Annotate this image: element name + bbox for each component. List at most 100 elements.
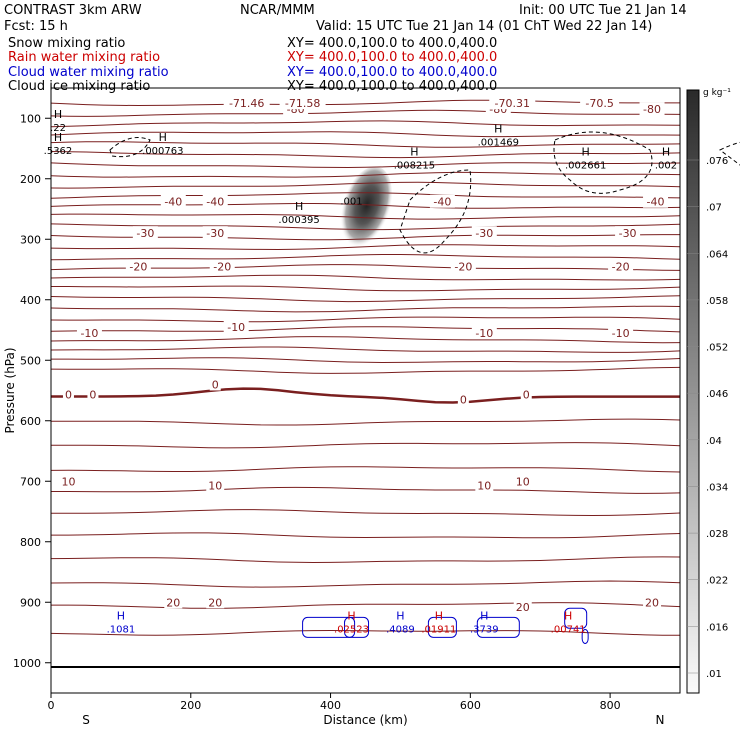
isotherm-label-bg [164,595,183,609]
max-marker-h: H [494,122,502,135]
isotherm-line [51,151,680,159]
isotherm-label: 0 [89,389,96,402]
isotherm-line [51,532,680,539]
field-label-snow: Snow mixing ratio [8,36,126,51]
max-marker-h: H [347,609,355,622]
isotherm-label-bg [513,600,532,614]
plot-frame [50,87,681,694]
isotherm-line [51,486,680,494]
isotherm-line [51,192,680,199]
max-value-label: .4089 [386,624,415,635]
isotherm-label: 20 [208,596,222,609]
isotherm-label: -40 [206,196,224,209]
colorbar-tick-label: .01 [706,669,722,680]
max-value-label: .5362 [44,146,73,157]
isotherm-label-bg [209,259,235,273]
isotherm-label-bg [450,259,476,273]
max-marker-h: H [117,609,125,622]
isotherm-line [51,602,680,609]
isotherm-label-bg [132,226,158,240]
isotherm-line [51,109,680,117]
cloud-water-contour [427,616,457,638]
y-axis-title: Pressure (hPa) [3,347,17,433]
cloud-water-contour [476,616,520,638]
x-tick-label: 600 [460,699,481,712]
y-tick-label: 100 [20,112,41,125]
isotherm-label-bg [202,194,228,208]
cloud-water-contour [344,616,370,638]
y-tick-label: 1000 [13,657,41,670]
isotherm-line [51,366,680,374]
max-value-label: .22 [50,123,66,134]
isotherm-line [51,336,680,344]
isotherm-label: 10 [61,475,75,488]
x-axis-title: Distance (km) [323,713,407,727]
valid-time: Valid: 15 UTC Tue 21 Jan 14 (01 ChT Wed … [316,19,653,34]
isotherm-label-bg [639,102,665,116]
isotherm-line [51,223,680,231]
y-tick-label: 400 [20,294,41,307]
model-title: CONTRAST 3km ARW [4,3,142,18]
isotherm-line [51,357,680,364]
isotherm-label-bg [429,194,455,208]
max-marker-h: H [564,609,572,622]
isotherm-line [51,305,680,313]
isotherm-label: 0 [212,378,219,391]
colorbar-tick-label: .07 [706,203,722,214]
isotherm-line [51,131,680,138]
max-marker-h: H [662,145,670,158]
field-xy-snow: XY= 400.0,100.0 to 400.0,400.0 [287,36,498,51]
isotherm-line [51,509,680,517]
isotherm-label: 0 [523,389,530,402]
cloud-water-contour [564,607,588,629]
isotherm-label: -71.58 [285,97,320,110]
colorbar-tick-label: .076 [706,156,728,167]
isotherm-label: 20 [166,596,180,609]
max-marker-h: H [54,131,62,144]
colorbar [686,89,700,694]
cloud-ice-contour [109,137,151,158]
isotherm-label: -40 [433,196,451,209]
isotherm-label-bg [457,392,469,406]
colorbar-tick-label: .04 [706,436,722,447]
max-marker-h: H [435,609,443,622]
isotherm-label-bg [513,474,532,488]
isotherm-line [51,244,680,251]
isotherm-label: -70.5 [585,97,613,110]
isotherm-label-bg [62,387,74,401]
isotherm-line [51,120,680,128]
isotherm-line [51,295,680,303]
isotherm-line [51,213,680,220]
isotherm-label-bg [223,319,249,333]
cloud-water-contour [581,628,589,644]
max-value-label: .001 [340,197,362,208]
isotherm-label: -10 [227,321,245,334]
colorbar-tick-label: .052 [706,343,728,354]
x-tick-label: 200 [180,699,201,712]
y-tick-label: 900 [20,596,41,609]
isotherm-line [51,254,680,261]
isotherm-label: -10 [612,327,630,340]
field-label-rain: Rain water mixing ratio [8,50,161,65]
colorbar-tick-label: .058 [706,296,728,307]
max-marker-h: H [410,145,418,158]
isotherm-line [51,264,680,271]
isotherm-label: -71.46 [229,97,264,110]
init-time: Init: 00 UTC Tue 21 Jan 14 [519,3,687,18]
isotherm-label: -10 [475,327,493,340]
isotherm-line [51,203,680,209]
y-tick-label: 800 [20,536,41,549]
forecast-hour: Fcst: 15 h [4,19,68,34]
snow-shading [338,166,393,252]
max-marker-h: H [582,145,590,158]
isotherm-label-bg [608,259,634,273]
cloud-ice-contour [399,169,472,254]
max-value-label: .002661 [565,160,606,171]
colorbar-unit: g kg⁻¹ [703,88,731,98]
isotherm-label: -30 [619,227,637,240]
max-value-label: .3739 [470,624,499,635]
x-tick-label: 400 [320,699,341,712]
isotherm-line [51,171,680,178]
x-end-label-north: N [656,713,665,727]
